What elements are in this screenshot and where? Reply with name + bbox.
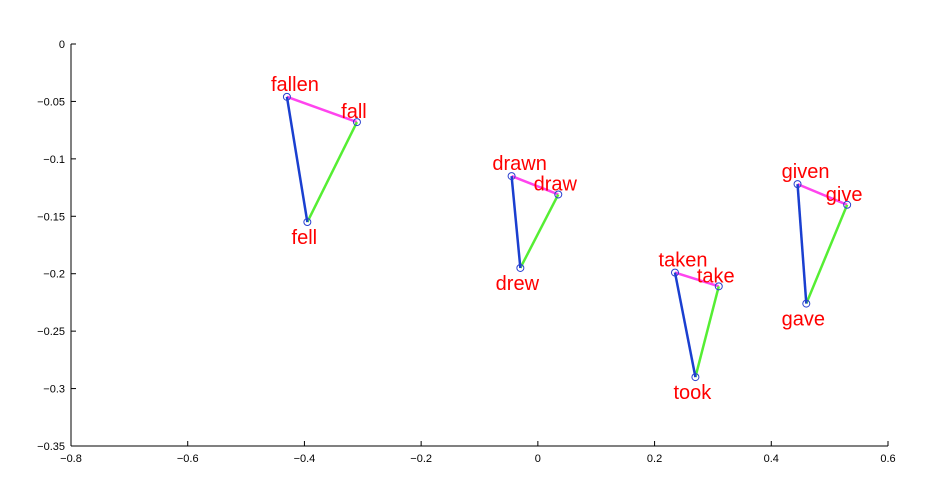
edge-participle-past (796, 184, 808, 304)
point-label: taken (659, 250, 708, 272)
y-tick-label: 0 (59, 39, 65, 51)
edge-participle-past (510, 175, 522, 269)
point-label: fall (341, 101, 367, 123)
markers-layer (282, 92, 852, 382)
edge-base-past (805, 204, 849, 305)
point-label: fallen (271, 74, 319, 96)
point-marker (802, 299, 811, 308)
edge-base-past (694, 286, 720, 378)
point-marker (843, 200, 852, 209)
x-tick-label: 0.6 (880, 453, 895, 465)
y-tick-label: −0.25 (37, 326, 65, 338)
point-label: took (674, 382, 713, 404)
y-tick-label: −0.3 (43, 384, 65, 396)
point-label: draw (534, 173, 578, 195)
point-marker (507, 172, 516, 181)
edge-participle-base (511, 174, 559, 196)
point-label: take (697, 265, 735, 287)
point-marker (691, 373, 700, 382)
edges-layer (285, 95, 849, 378)
point-marker (714, 282, 723, 291)
x-tick-label: 0 (535, 453, 541, 465)
point-label: given (782, 161, 830, 183)
x-tick-label: −0.6 (177, 453, 199, 465)
edge-participle-past (673, 272, 697, 378)
y-tick-label: −0.1 (43, 154, 65, 166)
point-marker (793, 180, 802, 189)
axes-layer: −0.8 −0.6 −0.4 −0.2 0 0.2 0.4 0.6 0 −0.05 −0.1 −0.1… (37, 39, 895, 465)
x-tick-label: 0.4 (764, 453, 779, 465)
y-tick-label: −0.35 (37, 441, 65, 453)
x-tick-label: −0.4 (294, 453, 316, 465)
edge-participle-base (674, 271, 720, 288)
x-tick-label: −0.8 (60, 453, 82, 465)
point-marker (303, 218, 312, 227)
x-tick-label: −0.2 (410, 453, 432, 465)
y-tick-label: −0.15 (37, 211, 65, 223)
edge-base-past (306, 121, 359, 223)
edge-base-past (519, 193, 560, 269)
edge-participle-base (286, 95, 358, 124)
point-label: drew (496, 273, 540, 295)
point-marker (516, 263, 525, 272)
point-label: drawn (492, 153, 546, 175)
edge-participle-base (797, 182, 848, 206)
point-marker (554, 190, 563, 199)
y-tick-label: −0.2 (43, 269, 65, 281)
point-marker (352, 118, 361, 127)
point-marker (670, 268, 679, 277)
y-tick-label: −0.05 (37, 96, 65, 108)
edge-participle-past (285, 96, 309, 223)
point-label: gave (782, 309, 825, 331)
point-label: give (826, 184, 863, 206)
point-marker (282, 92, 291, 101)
point-label: fell (292, 227, 318, 249)
x-tick-label: 0.2 (647, 453, 662, 465)
